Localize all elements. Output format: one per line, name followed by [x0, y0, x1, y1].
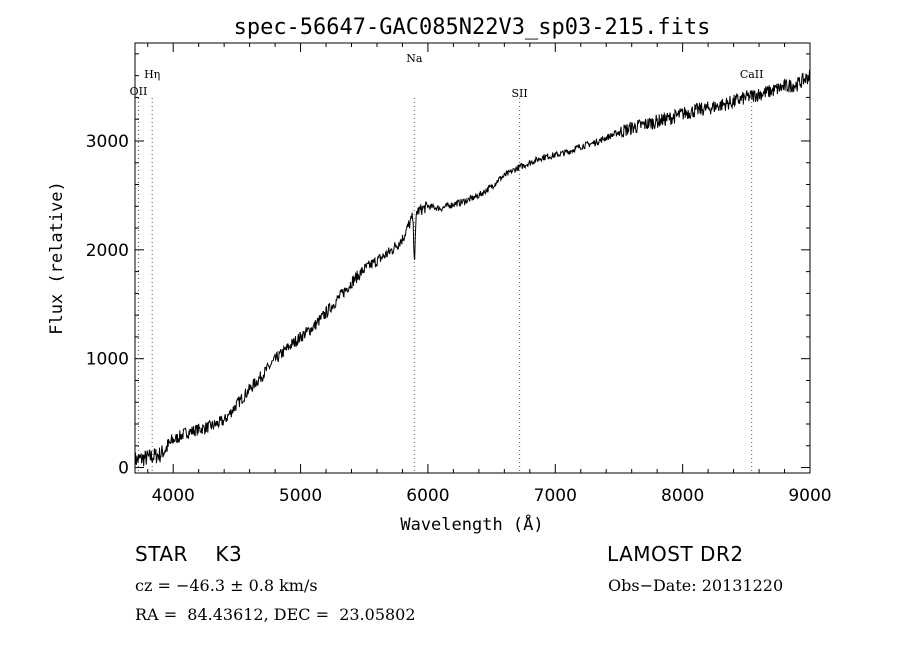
survey-label: LAMOST DR2	[607, 542, 744, 566]
chart-title: spec-56647-GAC085N22V3_sp03-215.fits	[234, 15, 711, 40]
x-tick-label: 4000	[152, 486, 195, 506]
obs-date-label: Obs−Date: 20131220	[608, 576, 784, 595]
y-tick-label: 0	[118, 459, 129, 479]
y-tick-label: 1000	[86, 350, 129, 370]
x-tick-label: 7000	[534, 486, 577, 506]
spectral-line-label: CaII	[740, 68, 764, 81]
y-tick-label: 2000	[86, 241, 129, 261]
spectral-line-label: SII	[512, 87, 528, 100]
spectral-line-label: Hη	[144, 68, 160, 81]
redshift-label: cz = −46.3 ± 0.8 km/s	[135, 576, 318, 595]
spectral-line-label: Na	[406, 52, 423, 65]
subclass-label: K3	[215, 542, 243, 566]
x-axis-label: Wavelength (Å)	[400, 513, 543, 535]
spectrum-line	[134, 69, 811, 469]
coordinates-label: RA = 84.43612, DEC = 23.05802	[135, 605, 416, 624]
x-tick-label: 9000	[788, 486, 831, 506]
spectral-line-label: OII	[130, 85, 148, 98]
x-tick-label: 6000	[406, 486, 449, 506]
y-tick-label: 3000	[86, 132, 129, 152]
x-tick-label: 8000	[661, 486, 704, 506]
plot-frame	[134, 42, 811, 474]
class-label: STAR	[135, 542, 188, 566]
x-tick-label: 5000	[279, 486, 322, 506]
y-axis-label: Flux (relative)	[47, 181, 67, 335]
object-class: STAR K3	[135, 542, 242, 566]
